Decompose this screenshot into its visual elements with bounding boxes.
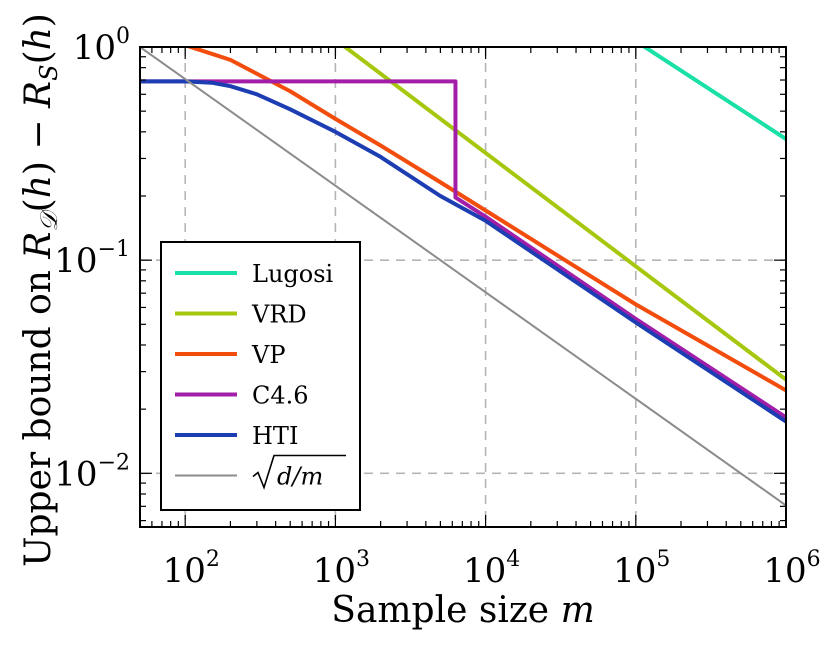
series-layer <box>140 47 786 507</box>
legend: Lugosi VRD VP C4.6 HTI d/m <box>160 241 361 511</box>
y-tick-label: 100 <box>73 24 130 68</box>
legend-items: Lugosi VRD VP C4.6 HTI d/m <box>175 260 346 491</box>
y-tick-label: 10−1 <box>54 237 130 281</box>
y-axis-label: Upper bound on R𝒟(h) − RS(h) <box>18 13 63 567</box>
x-tick-label: 102 <box>163 547 220 591</box>
legend-label: VP <box>251 341 285 369</box>
series-line-vrd <box>341 47 786 382</box>
x-tick-label: 106 <box>763 547 820 591</box>
x-tick-label: 103 <box>313 547 370 591</box>
ticks <box>139 46 787 527</box>
legend-label-sqrt: d/m <box>252 454 346 491</box>
x-tick-label: 105 <box>613 547 670 591</box>
series-line-sqrt-d-over-m <box>140 47 786 507</box>
legend-label: HTI <box>252 422 298 450</box>
legend-label: C4.6 <box>252 382 309 410</box>
x-tick-label: 104 <box>463 547 520 591</box>
legend-label: Lugosi <box>252 260 334 288</box>
series-line-vp <box>184 47 786 393</box>
legend-box <box>160 241 361 511</box>
plot-frame <box>139 46 787 528</box>
svg-text:d/m: d/m <box>277 463 323 491</box>
legend-label: VRD <box>251 301 307 329</box>
series-line-hti <box>140 79 786 424</box>
tick-labels: 102 103 104 105 106 100 10−1 10−2 <box>54 24 820 591</box>
series-line-c4-6 <box>140 79 786 420</box>
y-tick-label: 10−2 <box>54 450 130 494</box>
series-line-lugosi <box>641 47 786 141</box>
x-axis-label: Sample size m <box>331 590 594 631</box>
